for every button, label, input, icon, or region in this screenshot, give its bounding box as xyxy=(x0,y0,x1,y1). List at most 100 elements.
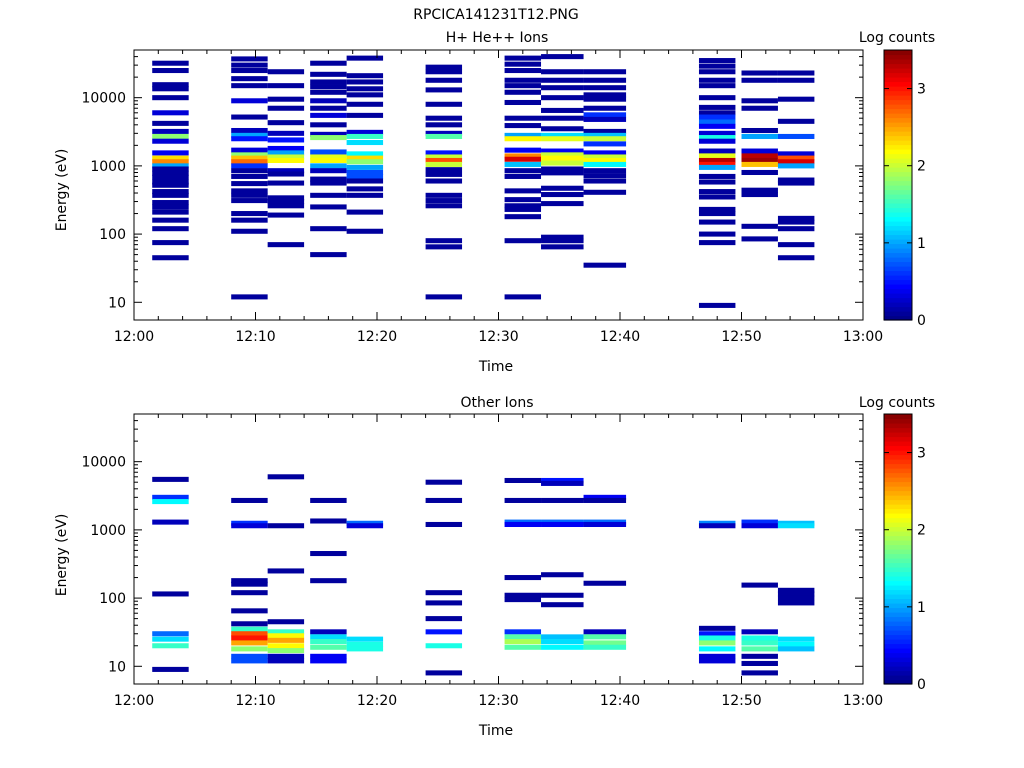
heatmap-cell xyxy=(541,160,584,166)
heatmap-cell xyxy=(741,98,778,104)
heatmap-cell xyxy=(541,480,584,486)
heatmap-cell xyxy=(267,120,305,126)
heatmap-cell xyxy=(741,157,778,164)
heatmap-cell xyxy=(741,127,778,134)
heatmap-cell xyxy=(504,629,542,635)
colorbar-segment xyxy=(884,522,912,528)
colorbar-segment xyxy=(884,297,912,303)
heatmap-cell xyxy=(698,148,736,154)
x-tick-label: 12:20 xyxy=(357,329,397,345)
heatmap-cell xyxy=(741,148,778,154)
heatmap-cell xyxy=(152,226,189,232)
colorbar-segment xyxy=(884,531,912,537)
heatmap-cell xyxy=(583,521,627,528)
heatmap-cell xyxy=(698,69,736,75)
colorbar-segment xyxy=(884,423,912,429)
heatmap-cell xyxy=(425,198,463,204)
heatmap-cell xyxy=(425,192,463,198)
heatmap-cell xyxy=(777,219,815,225)
colorbar-segment xyxy=(884,99,912,105)
heatmap-cell xyxy=(698,189,736,195)
x-tick-label: 12:20 xyxy=(357,693,397,709)
heatmap-cell xyxy=(267,154,305,160)
heatmap-cell xyxy=(777,591,815,597)
heatmap-cell xyxy=(267,637,305,643)
heatmap-cell xyxy=(152,170,189,176)
heatmap-cell xyxy=(504,188,542,194)
colorbar-segment xyxy=(884,63,912,69)
heatmap-cell xyxy=(425,521,463,528)
colorbar-segment xyxy=(884,144,912,150)
heatmap-cell xyxy=(504,644,542,650)
heatmap-cell xyxy=(231,155,268,161)
heatmap-cell xyxy=(504,61,542,67)
x-tick-label: 13:00 xyxy=(843,329,883,345)
heatmap-cell xyxy=(152,631,189,637)
y-tick-label: 10000 xyxy=(81,455,126,471)
heatmap-cell xyxy=(152,499,189,505)
heatmap-cell xyxy=(583,141,627,147)
colorbar-segment xyxy=(884,526,912,532)
heatmap-cell xyxy=(504,136,542,142)
colorbar-segment xyxy=(884,418,912,424)
heatmap-cell xyxy=(698,194,736,200)
y-tick-label: 1000 xyxy=(90,523,126,539)
heatmap-cell xyxy=(698,138,736,144)
heatmap-cell xyxy=(267,137,305,143)
colorbar-segment xyxy=(884,454,912,460)
heatmap-cell xyxy=(310,653,347,659)
colorbar-segment xyxy=(884,603,912,609)
colorbar-segment xyxy=(884,585,912,591)
heatmap-cell xyxy=(583,580,627,586)
heatmap-cell xyxy=(504,115,542,121)
heatmap-cell xyxy=(541,592,584,598)
heatmap-cell xyxy=(541,152,584,158)
heatmap-cell xyxy=(310,149,347,155)
heatmap-cell xyxy=(583,497,627,503)
heatmap-cell xyxy=(698,653,736,659)
heatmap-cell xyxy=(425,130,463,136)
heatmap-cell xyxy=(231,168,268,174)
x-axis-label: Time xyxy=(478,723,513,739)
heatmap-cell xyxy=(267,96,305,102)
heatmap-cell xyxy=(504,634,542,640)
heatmap-cell xyxy=(698,110,736,116)
heatmap-cell xyxy=(267,658,305,664)
heatmap-cell xyxy=(310,226,347,232)
panel-title: H+ He++ Ions xyxy=(446,30,549,46)
heatmap-cell xyxy=(310,60,347,66)
heatmap-cell xyxy=(152,240,189,246)
heatmap-cell xyxy=(698,135,736,141)
heatmap-cell xyxy=(741,153,778,159)
heatmap-cell xyxy=(310,105,347,111)
colorbar-segment xyxy=(884,643,912,649)
heatmap-cell xyxy=(267,242,305,248)
colorbar-frame xyxy=(883,49,913,321)
heatmap-cell xyxy=(310,518,347,524)
heatmap-cell xyxy=(310,252,347,258)
heatmap-cell xyxy=(231,181,268,187)
heatmap-cell xyxy=(152,174,189,180)
heatmap-cell xyxy=(583,262,627,268)
heatmap-cell xyxy=(425,497,463,503)
heatmap-cell xyxy=(346,129,384,135)
heatmap-cell xyxy=(777,641,815,647)
heatmap-cell xyxy=(504,639,542,645)
heatmap-cell xyxy=(346,169,384,176)
heatmap-cell xyxy=(504,147,542,153)
heatmap-cell xyxy=(504,83,542,89)
heatmap-cell xyxy=(741,635,778,641)
heatmap-cell xyxy=(425,294,463,300)
heatmap-cell xyxy=(777,163,815,169)
heatmap-cell xyxy=(310,204,347,210)
heatmap-cell xyxy=(425,670,463,676)
heatmap-cell xyxy=(346,173,384,179)
heatmap-cell xyxy=(267,157,305,164)
heatmap-cell xyxy=(231,653,268,659)
heatmap-cell xyxy=(698,625,736,631)
heatmap-cell xyxy=(504,597,542,603)
colorbar-segment xyxy=(884,135,912,141)
heatmap-cell xyxy=(152,476,189,482)
colorbar-segment xyxy=(884,657,912,663)
